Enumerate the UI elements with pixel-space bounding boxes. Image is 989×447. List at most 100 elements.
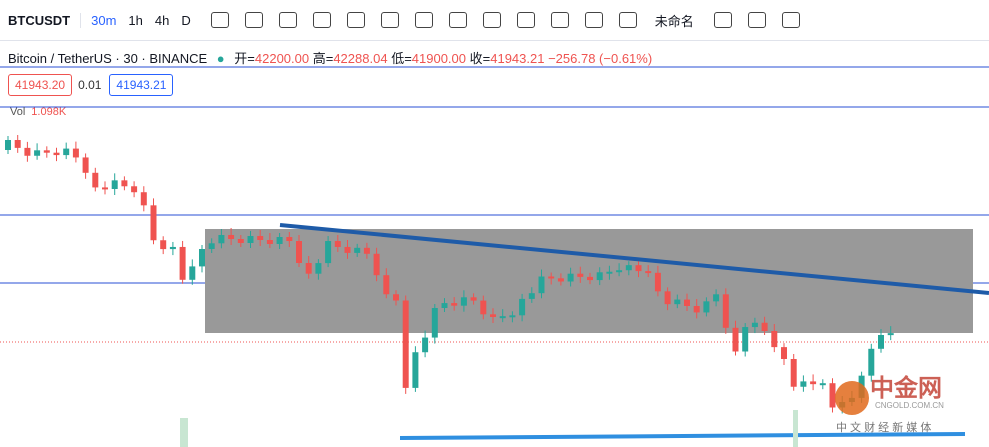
candle <box>334 241 341 247</box>
candle <box>150 205 157 241</box>
candle <box>878 335 884 349</box>
candle <box>111 180 118 189</box>
candle <box>179 246 186 280</box>
candle <box>703 301 710 313</box>
candle <box>577 273 584 277</box>
spread: 0.01 <box>78 78 102 92</box>
layout-name[interactable]: 未命名 <box>654 13 694 29</box>
value: 1.098K <box>31 106 67 118</box>
tool-icon[interactable] <box>380 12 399 28</box>
candle <box>247 236 254 243</box>
buy-button[interactable]: 41943.21 <box>109 74 174 96</box>
candle <box>218 235 225 244</box>
candle <box>548 276 555 279</box>
candle <box>625 265 632 271</box>
candle <box>742 327 749 352</box>
candle <box>393 294 399 301</box>
tool-icon[interactable] <box>414 12 433 28</box>
tool-icon[interactable] <box>346 12 365 28</box>
tool-icon[interactable] <box>482 12 501 28</box>
interval[interactable]: 30m <box>91 12 117 28</box>
candle <box>490 314 496 317</box>
volume-bar <box>180 418 188 447</box>
candle <box>538 276 545 294</box>
candle <box>344 246 351 253</box>
candle <box>790 359 797 387</box>
candle <box>771 331 778 348</box>
candle <box>441 303 448 308</box>
candle <box>354 247 361 253</box>
tool-icon[interactable] <box>448 12 467 28</box>
candle <box>325 241 332 264</box>
tool-icon[interactable] <box>747 12 766 28</box>
tool-icon[interactable] <box>244 12 263 28</box>
interval[interactable]: 1h <box>128 12 143 28</box>
candle <box>140 192 147 206</box>
candle <box>63 148 70 156</box>
candle <box>72 148 79 158</box>
change: −256.78 (−0.61%) <box>548 51 653 66</box>
candle <box>761 322 768 331</box>
candle <box>519 298 526 316</box>
candle <box>373 253 380 276</box>
watermark-brand: 中金网 <box>870 374 942 402</box>
trend-line <box>279 223 989 295</box>
tool-icon[interactable] <box>550 12 569 28</box>
candle <box>460 297 467 306</box>
value: 41900.00 <box>411 51 467 66</box>
interval[interactable]: D <box>181 12 191 28</box>
candle <box>674 299 681 305</box>
candle <box>189 266 196 280</box>
toolbar: BTCUSDT 30m 1h 4h D 未命名 <box>0 0 989 41</box>
candle <box>819 383 826 386</box>
label: 高= <box>312 51 334 66</box>
candle <box>431 308 438 338</box>
interval[interactable]: 4h <box>154 12 170 28</box>
tool-icon[interactable] <box>312 12 331 28</box>
candle <box>315 263 322 274</box>
support-line <box>399 432 966 440</box>
candle <box>470 297 477 301</box>
legend: Bitcoin / TetherUS · 30 · BINANCE ● 开=42… <box>8 51 653 66</box>
candle <box>567 273 574 282</box>
logo <box>835 381 869 415</box>
candle <box>237 239 244 243</box>
candle <box>412 352 419 388</box>
candle <box>635 265 642 272</box>
candle <box>868 348 875 376</box>
tool-icon[interactable] <box>781 12 800 28</box>
label: 低= <box>391 51 412 66</box>
candle <box>596 272 603 281</box>
candle <box>693 306 700 313</box>
candle <box>305 263 312 274</box>
label: 收= <box>469 51 491 66</box>
legend-title: Bitcoin / TetherUS · 30 · BINANCE <box>8 51 208 66</box>
candle <box>606 271 613 274</box>
candle <box>480 300 487 315</box>
candle <box>684 299 690 306</box>
candle <box>5 140 11 150</box>
tool-icon[interactable] <box>584 12 603 28</box>
tool-icon[interactable] <box>713 12 732 28</box>
tool-icon[interactable] <box>618 12 637 28</box>
tool-icon[interactable] <box>516 12 535 28</box>
candle <box>131 186 138 193</box>
candle <box>43 150 50 153</box>
candle <box>257 236 264 240</box>
candle <box>800 381 807 387</box>
candle <box>121 180 128 187</box>
candle <box>509 315 516 318</box>
candle <box>402 300 409 388</box>
candle <box>208 243 215 249</box>
candle <box>53 152 60 156</box>
symbol[interactable]: BTCUSDT <box>0 12 82 28</box>
candle <box>286 237 293 241</box>
tool-icon[interactable] <box>210 12 229 28</box>
candle <box>829 383 836 408</box>
candle <box>24 147 31 156</box>
candle <box>102 187 108 190</box>
sell-button[interactable]: 41943.20 <box>8 74 73 96</box>
tool-icon[interactable] <box>278 12 297 28</box>
candle <box>810 381 817 385</box>
